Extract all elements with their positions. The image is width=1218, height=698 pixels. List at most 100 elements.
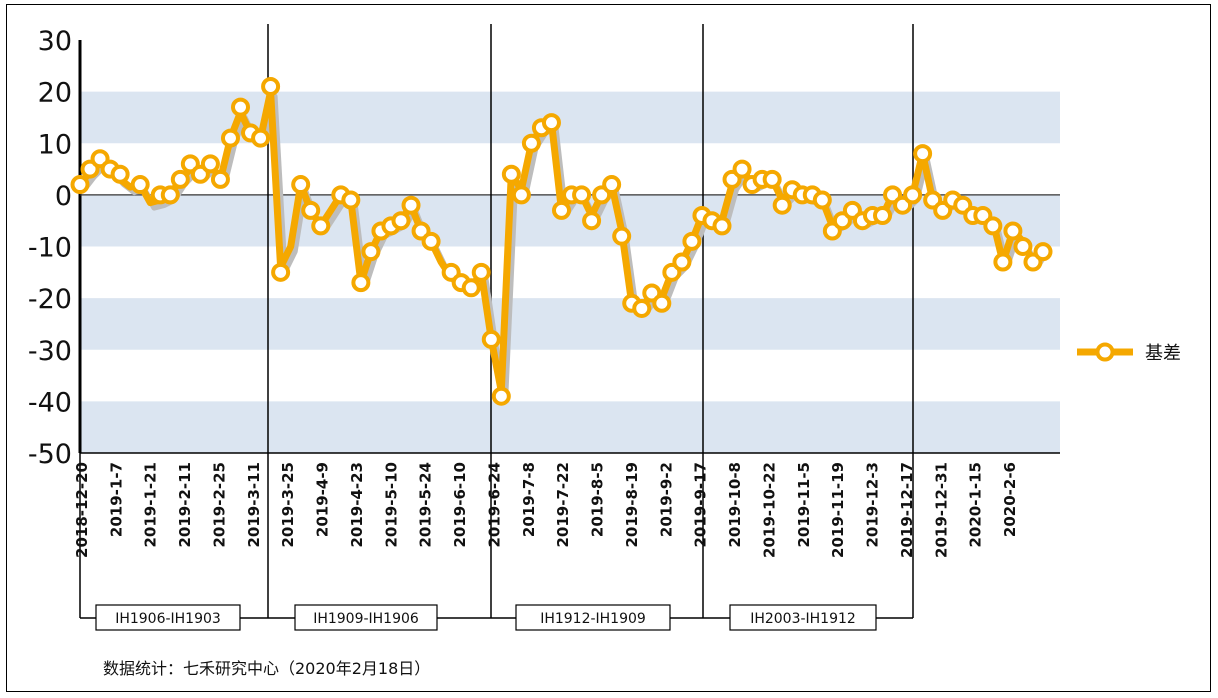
data-point xyxy=(261,76,281,96)
data-point xyxy=(220,128,240,148)
y-tick-label: 20 xyxy=(38,78,72,109)
data-point xyxy=(521,133,541,153)
data-point xyxy=(271,262,291,282)
x-tick-label: 2019-4-9 xyxy=(314,462,332,537)
data-point xyxy=(903,185,923,205)
period-label-box xyxy=(95,604,241,631)
data-point xyxy=(993,252,1013,272)
period-label: IH1906-IH1903 xyxy=(115,611,221,627)
data-point xyxy=(1033,242,1053,262)
x-tick-label: 2019-5-10 xyxy=(382,462,400,548)
x-tick-label: 2019-1-7 xyxy=(107,462,125,537)
band-2 xyxy=(80,298,1060,350)
data-point xyxy=(652,293,672,313)
y-tick-label: -20 xyxy=(28,284,72,315)
x-tick-label: 2019-6-24 xyxy=(485,462,503,548)
period-label-box xyxy=(729,604,877,631)
y-tick-label: -30 xyxy=(28,336,72,367)
y-tick-label: -50 xyxy=(28,439,72,470)
data-point xyxy=(70,175,90,195)
y-tick-label: 30 xyxy=(38,26,72,57)
data-point xyxy=(572,185,592,205)
source-note: 数据统计：七禾研究中心（2020年2月18日） xyxy=(103,659,431,678)
legend: 基差 xyxy=(1077,342,1181,364)
data-point xyxy=(231,97,250,117)
data-point xyxy=(401,195,421,215)
x-tick-label: 2019-7-22 xyxy=(554,462,572,548)
data-point xyxy=(712,216,732,236)
x-tick-label: 2019-1-21 xyxy=(142,462,160,548)
data-point xyxy=(160,185,180,205)
data-point xyxy=(200,154,220,174)
x-tick-label: 2019-3-25 xyxy=(279,462,297,548)
period-label-box xyxy=(515,604,671,631)
x-axis-ticks: 2018-12-20 2019-1-7 2019-1-21 2019-2-11 2019… xyxy=(73,462,1019,558)
x-tick-label: 2019-5-24 xyxy=(417,462,435,548)
data-point xyxy=(772,195,792,215)
data-point xyxy=(812,190,832,210)
data-point xyxy=(461,278,481,298)
x-tick-label: 2019-4-23 xyxy=(348,462,366,548)
data-point xyxy=(511,185,531,205)
data-point xyxy=(210,169,230,189)
y-tick-label: 10 xyxy=(38,129,72,160)
x-tick-label: 2019-2-25 xyxy=(210,462,228,548)
data-point xyxy=(391,211,411,231)
legend-label: 基差 xyxy=(1145,343,1181,364)
data-point xyxy=(311,216,331,236)
data-point xyxy=(491,386,511,406)
data-point xyxy=(130,175,150,195)
data-point xyxy=(873,206,892,226)
x-tick-label: 2019-8-19 xyxy=(623,462,641,548)
data-point xyxy=(301,200,321,220)
data-point xyxy=(481,329,501,349)
period-label-box xyxy=(294,604,438,631)
data-point xyxy=(682,231,702,251)
x-tick-label: 2019-2-11 xyxy=(176,462,194,548)
data-point xyxy=(471,262,491,282)
x-tick-label: 2019-12-17 xyxy=(898,462,916,558)
data-point xyxy=(170,169,190,189)
period-label: IH1912-IH1909 xyxy=(540,611,646,627)
x-tick-label: 2019-11-5 xyxy=(795,462,813,548)
period-separators xyxy=(79,24,914,619)
band-3 xyxy=(80,401,1060,453)
y-tick-label: 0 xyxy=(55,181,72,212)
x-tick-label: 2019-3-11 xyxy=(245,462,263,548)
x-tick-label: 2019-11-19 xyxy=(829,462,847,558)
x-tick-label: 2019-9-2 xyxy=(657,462,675,537)
x-tick-label: 2019-12-3 xyxy=(864,462,882,548)
data-point xyxy=(632,298,652,318)
data-point xyxy=(1003,221,1023,241)
data-point xyxy=(913,144,933,164)
period-label: IH1909-IH1906 xyxy=(313,611,419,627)
data-point xyxy=(552,200,571,220)
series-layer xyxy=(70,76,1053,406)
period-labels: IH1906-IH1903 IH1909-IH1906 IH1912-IH1909 I… xyxy=(95,604,877,631)
data-point xyxy=(110,164,130,184)
x-tick-label: 2018-12-20 xyxy=(73,462,91,558)
data-point xyxy=(672,252,692,272)
y-tick-label: -10 xyxy=(28,233,72,264)
y-tick-label: -40 xyxy=(28,387,72,418)
data-point xyxy=(351,273,371,293)
data-point xyxy=(421,231,441,251)
data-point xyxy=(501,164,521,184)
data-point xyxy=(612,226,632,246)
x-tick-label: 2019-9-17 xyxy=(692,462,710,548)
x-tick-label: 2019-12-31 xyxy=(932,462,950,558)
data-point xyxy=(582,211,602,231)
x-tick-label: 2019-7-8 xyxy=(520,462,538,537)
x-tick-label: 2019-10-8 xyxy=(726,462,744,548)
data-point xyxy=(291,175,311,195)
data-point xyxy=(341,190,361,210)
data-point xyxy=(983,216,1003,236)
y-axis-ticks: 30 20 10 0 -10 -20 -30 -40 -50 xyxy=(28,26,72,470)
period-label: IH2003-IH1912 xyxy=(750,611,856,627)
x-tick-label: 2019-6-10 xyxy=(451,462,469,548)
x-tick-label: 2019-10-22 xyxy=(760,462,778,558)
x-tick-label: 2020-2-6 xyxy=(1001,462,1019,537)
data-point xyxy=(1013,237,1033,256)
legend-marker xyxy=(1095,342,1115,362)
